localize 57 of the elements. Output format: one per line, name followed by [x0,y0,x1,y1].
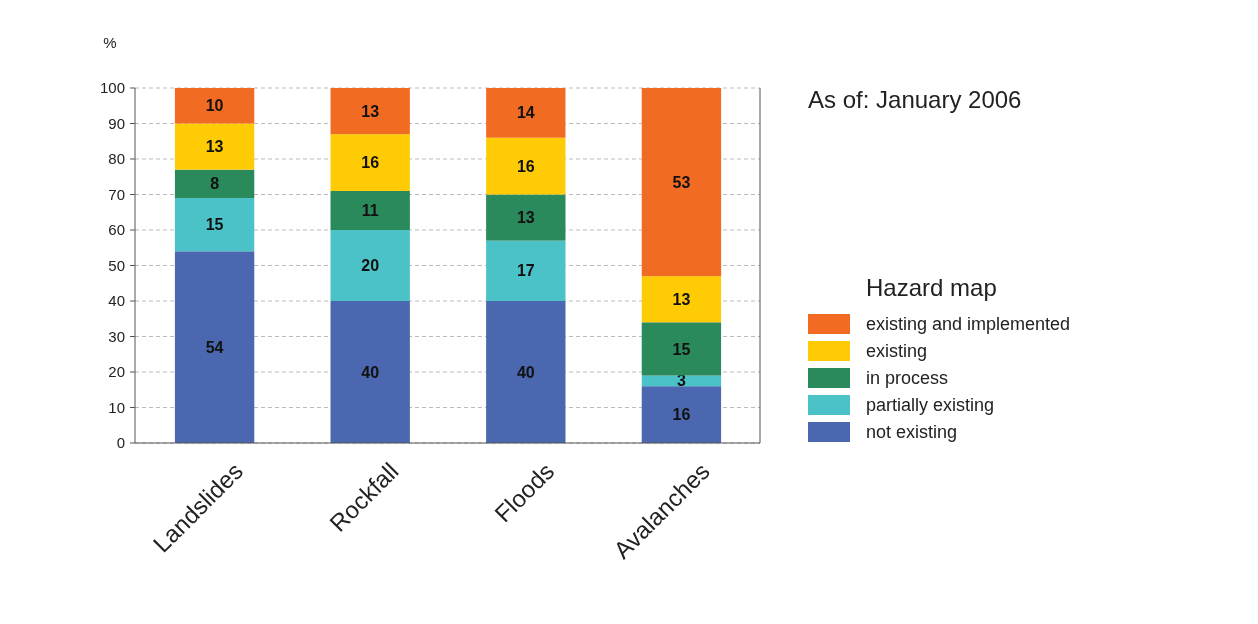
data-label: 53 [672,173,691,191]
y-tick-label: 0 [116,434,125,452]
y-tick-label: 10 [108,398,125,416]
data-label: 10 [205,97,224,115]
bar [174,198,255,252]
bar [486,88,566,138]
legend-label: existing and implemented [866,314,1071,335]
bar [174,251,255,443]
bar [486,301,566,443]
y-tick-label: 80 [108,150,125,168]
bar [641,322,722,376]
legend-label: in process [866,368,949,389]
bar [174,123,255,170]
y-tick-label: 30 [108,327,125,345]
bar [330,190,410,230]
data-label: 11 [361,202,379,220]
y-axis-title: % [103,34,117,51]
y-tick-label: 40 [108,292,125,310]
data-label: 54 [205,338,224,356]
legend-label: existing [866,341,928,362]
text: As of: January 2006 [808,86,1022,113]
data-label: 13 [205,138,224,156]
bar [641,276,722,323]
data-label: 14 [516,104,535,122]
bar [486,240,566,301]
data-label: 13 [516,209,535,227]
bar [174,88,255,124]
data-label: 15 [672,340,691,358]
bar [330,134,410,191]
bar [330,301,410,443]
legend-label: partially existing [866,395,995,416]
bar [486,137,566,195]
bar [486,194,566,241]
bar [641,88,722,277]
bar [174,169,255,199]
data-label: 40 [516,363,535,381]
data-label: 20 [361,257,380,275]
data-label: 16 [672,406,691,424]
bar [641,386,722,443]
bar [330,230,410,301]
y-tick-label: 100 [99,79,125,97]
data-label: 8 [210,175,220,193]
y-tick-label: 20 [108,363,125,381]
data-label: 16 [361,154,380,172]
bar [330,88,410,135]
data-label: 13 [672,290,691,308]
y-tick-label: 90 [108,114,125,132]
legend-label: not existing [866,422,958,443]
legend-title: Hazard map [866,274,997,302]
y-tick-label: 50 [108,256,125,274]
data-label: 15 [205,216,224,234]
y-tick-label: 60 [108,221,125,239]
y-tick-label: 70 [108,185,125,203]
data-label: 13 [361,102,380,120]
data-label: 40 [361,363,380,381]
data-label: 17 [516,262,535,280]
data-label: 16 [516,157,535,175]
